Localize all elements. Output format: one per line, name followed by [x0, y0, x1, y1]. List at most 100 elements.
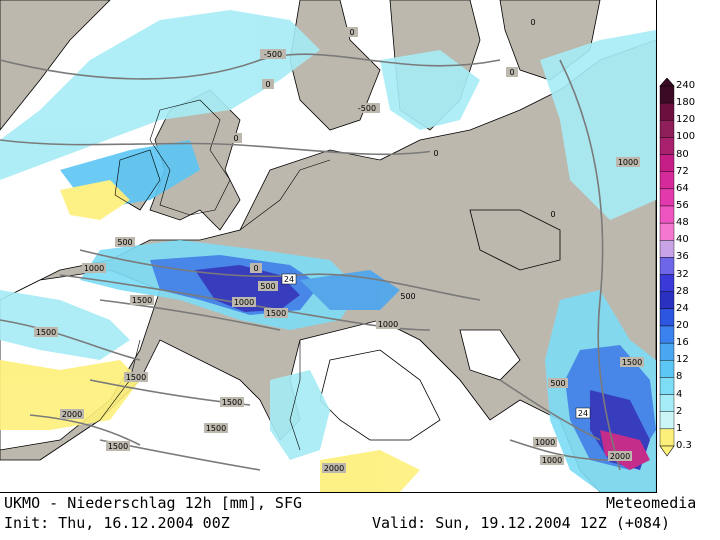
- legend-swatch: [659, 120, 675, 138]
- isobar-label: 500: [398, 291, 418, 301]
- precip-atlantic-north: [0, 10, 320, 180]
- legend-level-label: 72: [676, 165, 689, 177]
- brand-label: Meteomedia: [606, 494, 697, 512]
- svg-text:0: 0: [530, 18, 535, 27]
- isobar-label: 0: [230, 133, 242, 143]
- svg-text:1500: 1500: [126, 373, 146, 382]
- legend-swatch: [659, 171, 675, 190]
- svg-text:500: 500: [400, 292, 415, 301]
- legend-level-label: 36: [676, 251, 689, 263]
- legend-swatch: [659, 274, 675, 292]
- isobar-label: -500: [354, 103, 380, 113]
- legend-level-label: 0.3: [676, 440, 692, 451]
- precip-baltic: [380, 50, 480, 130]
- isobar-label: 0: [262, 79, 274, 89]
- legend-level-label: 64: [676, 182, 689, 194]
- legend-level-label: 12: [676, 354, 689, 366]
- svg-text:1000: 1000: [378, 320, 398, 329]
- precip-light-iberia-coast: [0, 360, 140, 430]
- isobar-label: 0: [527, 17, 539, 27]
- isobar-label: 2000: [60, 409, 84, 419]
- precip-corsica-sardinia: [270, 370, 330, 460]
- legend-swatch: [659, 291, 675, 310]
- isobar-label: 500: [258, 281, 278, 291]
- svg-text:500: 500: [550, 379, 565, 388]
- svg-text:0: 0: [509, 68, 514, 77]
- legend-level-label: 16: [676, 337, 689, 349]
- legend-swatch: [659, 188, 675, 207]
- precip-light-atlantic: [60, 180, 130, 220]
- svg-text:1500: 1500: [132, 296, 152, 305]
- svg-text:-500: -500: [264, 50, 282, 59]
- legend-level-label: 180: [676, 97, 696, 109]
- svg-text:-500: -500: [358, 104, 376, 113]
- svg-text:24: 24: [284, 275, 294, 284]
- svg-text:0: 0: [349, 28, 354, 37]
- precip-biscay: [0, 290, 130, 360]
- isobar-label: 1000: [533, 437, 557, 447]
- legend-level-label: 56: [676, 200, 689, 211]
- legend-swatch: [659, 85, 675, 104]
- legend-level-label: 2: [676, 405, 683, 417]
- svg-text:1000: 1000: [535, 438, 555, 447]
- svg-text:1000: 1000: [542, 456, 562, 465]
- isobar-label: 1500: [124, 372, 148, 382]
- isobar-label: 1500: [130, 295, 154, 305]
- legend-bottom-arrow: [659, 445, 675, 457]
- legend-swatch: [659, 411, 675, 430]
- isobar-label: 1000: [376, 319, 400, 329]
- legend-level-label: 24: [676, 302, 689, 314]
- legend-level-label: 1: [676, 422, 683, 434]
- legend-level-label: 120: [676, 114, 696, 126]
- svg-text:1000: 1000: [234, 298, 254, 307]
- isobar-label: 24: [575, 407, 591, 419]
- legend-level-label: 4: [676, 388, 683, 400]
- precipitation-map: -500 -500 0 0 0 0 0 0 0 0 500 500 500 50…: [0, 0, 657, 493]
- legend-swatch: [659, 360, 675, 378]
- legend-colorbar: [659, 78, 675, 457]
- isobar-label: 500: [115, 237, 135, 247]
- legend-swatch: [659, 308, 675, 327]
- legend-level-label: 240: [676, 80, 696, 91]
- isobar-label: 1500: [34, 327, 58, 337]
- legend-swatch: [659, 102, 675, 121]
- svg-text:0: 0: [433, 149, 438, 158]
- isobar-label: 1500: [106, 441, 130, 451]
- init-time: Init: Thu, 16.12.2004 00Z: [4, 514, 230, 532]
- svg-text:1500: 1500: [266, 309, 286, 318]
- isobar-label: 0: [346, 27, 358, 37]
- svg-text:0: 0: [265, 80, 270, 89]
- legend-swatch: [659, 394, 675, 412]
- isobar-label: 1000: [540, 455, 564, 465]
- svg-text:500: 500: [117, 238, 132, 247]
- isobar-label: 1500: [620, 357, 644, 367]
- legend-level-label: 8: [676, 371, 683, 383]
- svg-text:2000: 2000: [610, 452, 630, 461]
- svg-text:1000: 1000: [618, 158, 638, 167]
- isobar-labels: -500 -500 0 0 0 0 0 0 0 0 500 500 500 50…: [34, 17, 644, 473]
- legend-level-label: 20: [676, 320, 689, 331]
- legend-level-label: 48: [676, 217, 689, 229]
- isobar-label: 1500: [204, 423, 228, 433]
- legend-level-label: 32: [676, 268, 689, 280]
- legend-swatch: [659, 205, 675, 224]
- svg-text:1000: 1000: [84, 264, 104, 273]
- legend-swatch: [659, 222, 675, 241]
- sea-adriatic: [459, 329, 521, 381]
- isobar-label: 1500: [220, 397, 244, 407]
- landmass-denmark-south-sweden: [289, 0, 381, 131]
- svg-text:500: 500: [260, 282, 275, 291]
- isobar-label: 24: [281, 273, 297, 285]
- svg-text:1500: 1500: [222, 398, 242, 407]
- isobar-label: 0: [506, 67, 518, 77]
- isobar-label: 0: [250, 263, 262, 273]
- landmass-northwest: [0, 0, 111, 131]
- isobar-label: 1000: [616, 157, 640, 167]
- isobar-label: 0: [547, 209, 559, 219]
- svg-text:1500: 1500: [622, 358, 642, 367]
- svg-text:0: 0: [233, 134, 238, 143]
- svg-text:0: 0: [253, 264, 258, 273]
- isobar-label: 0: [430, 148, 442, 158]
- legend-level-label: 80: [676, 148, 689, 160]
- svg-text:1500: 1500: [108, 442, 128, 451]
